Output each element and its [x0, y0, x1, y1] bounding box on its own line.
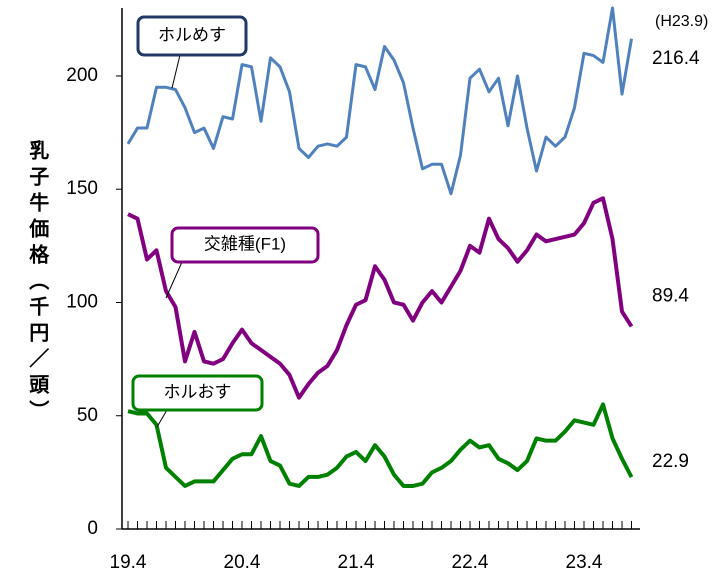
y-tick-label: 150 [66, 178, 98, 199]
y-tick-label: 0 [87, 518, 98, 539]
x-tick-label: 19.4 [110, 552, 147, 573]
callout-leader [165, 261, 183, 299]
y-tick-label: 50 [77, 405, 98, 426]
annotation: (H23.9) [655, 13, 708, 30]
x-tick-label: 20.4 [224, 552, 261, 573]
callout-leader [171, 54, 181, 89]
x-tick-label: 22.4 [452, 552, 489, 573]
legend-label: ホルめす [158, 25, 226, 44]
legend-label: ホルおす [164, 382, 232, 401]
legend-label: 交雑種(F1) [204, 234, 286, 253]
series-line [127, 196, 634, 400]
end-value-label: 89.4 [652, 286, 689, 307]
y-axis-label: 乳子牛価格（千円／頭） [26, 139, 50, 426]
x-tick-label: 23.4 [566, 552, 603, 573]
end-value-label: 216.4 [652, 48, 700, 69]
series-line [127, 402, 634, 488]
callout-box [136, 15, 248, 57]
x-tick-label: 21.4 [338, 552, 375, 573]
callout-leader [156, 409, 168, 428]
y-tick-label: 200 [66, 65, 98, 86]
end-value-label: 22.9 [652, 451, 689, 472]
callout-box [131, 374, 264, 412]
series-line [126, 6, 633, 196]
callout-box [170, 226, 320, 264]
y-tick-label: 100 [66, 291, 98, 312]
